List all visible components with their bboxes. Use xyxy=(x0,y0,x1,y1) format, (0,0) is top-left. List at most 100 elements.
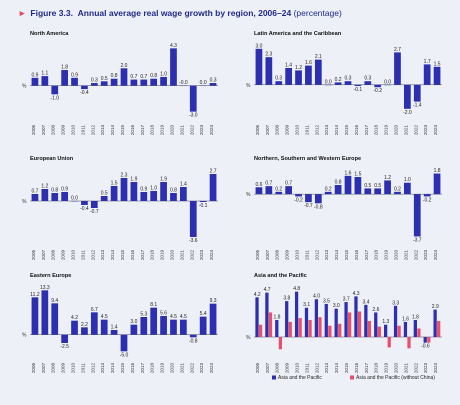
year-tick-label: 2013 xyxy=(100,362,105,373)
bar-value-label: -2.0 xyxy=(403,110,412,116)
bar-value-label: 9.3 xyxy=(210,298,217,304)
bar-value-label: -3.0 xyxy=(189,113,198,119)
bar xyxy=(100,319,108,335)
bar-value-label: 0.8 xyxy=(335,180,342,186)
bar xyxy=(31,77,39,86)
year-tick-label: 2016 xyxy=(354,249,359,260)
year-tick-label: 2016 xyxy=(130,124,135,135)
bar-value-label: 2.3 xyxy=(121,173,128,179)
year-tick-label: 2010 xyxy=(295,362,300,373)
bar-value-label: 1.0 xyxy=(150,186,157,192)
year-tick-label: 2021 xyxy=(403,124,408,135)
bar xyxy=(305,194,312,203)
year-tick-label: 2016 xyxy=(354,124,359,135)
bar xyxy=(150,78,158,86)
year-tick-label: 2007 xyxy=(265,249,270,260)
year-tick-label: 2020 xyxy=(169,249,174,260)
bar-value-label: -0.6 xyxy=(421,344,430,350)
year-tick-label: 2008 xyxy=(51,249,56,260)
bar xyxy=(364,304,368,337)
bar xyxy=(209,303,217,335)
legend-swatch xyxy=(350,375,354,380)
bar xyxy=(374,312,378,337)
year-tick-label: 2009 xyxy=(285,362,290,373)
bar-value-label: 0.3 xyxy=(210,78,217,84)
year-tick-label: 2017 xyxy=(364,362,369,373)
bar-value-label: 1.6 xyxy=(305,60,312,66)
year-tick-label: 2018 xyxy=(150,124,155,135)
bar xyxy=(384,324,388,337)
year-tick-label: 2009 xyxy=(61,124,66,135)
bar xyxy=(209,83,217,86)
bar xyxy=(61,192,68,201)
year-tick-label: 2012 xyxy=(314,362,319,373)
bar-value-label: 1.2 xyxy=(295,65,302,71)
year-tick-label: 2020 xyxy=(169,124,174,135)
bar xyxy=(51,303,59,335)
year-tick-label: 2022 xyxy=(413,124,418,135)
bar-secondary xyxy=(328,325,332,337)
bar xyxy=(295,194,302,197)
y-unit-label: % xyxy=(22,84,27,90)
year-tick-label: 2019 xyxy=(160,362,165,373)
bar-value-label: 0.7 xyxy=(265,181,272,187)
bar xyxy=(423,64,431,85)
bar xyxy=(41,76,49,86)
bar-value-label: 3.5 xyxy=(323,298,330,304)
bar xyxy=(160,182,167,201)
bar-secondary xyxy=(407,337,411,349)
bar-value-label: 2.9 xyxy=(432,304,439,310)
bar-value-label: 3.0 xyxy=(255,43,262,49)
year-tick-label: 2016 xyxy=(354,362,359,373)
bar xyxy=(413,194,421,237)
bar-secondary xyxy=(298,318,302,337)
bar xyxy=(433,309,437,337)
bar-value-label: -0.8 xyxy=(189,338,198,344)
bar-secondary xyxy=(338,323,342,337)
bar-value-label: 0.8 xyxy=(111,73,118,79)
bar-secondary xyxy=(258,324,263,337)
bar-value-label: 4.7 xyxy=(264,287,271,293)
year-tick-label: 2023 xyxy=(199,124,204,135)
bar-value-label: 0.9 xyxy=(31,72,38,78)
bar xyxy=(81,85,88,90)
year-tick-label: 2018 xyxy=(374,362,379,373)
year-tick-label: 2008 xyxy=(275,362,280,373)
bar-value-label: 6.7 xyxy=(91,307,98,313)
bar-value-label: 5.4 xyxy=(200,311,207,317)
bar xyxy=(324,191,332,195)
bar xyxy=(61,334,68,343)
bar-secondary xyxy=(377,326,381,337)
bar xyxy=(294,291,299,337)
bar xyxy=(344,81,352,85)
bar xyxy=(394,191,401,195)
bar-value-label: 0.8 xyxy=(150,73,157,79)
year-tick-label: 2014 xyxy=(110,362,115,373)
bar-value-label: 9.4 xyxy=(51,298,58,304)
bar xyxy=(100,196,108,201)
bar-value-label: 0.6 xyxy=(255,182,262,188)
year-tick-label: 2012 xyxy=(314,249,319,260)
year-tick-label: 2014 xyxy=(110,249,115,260)
bar-value-label: 2.2 xyxy=(81,322,88,328)
year-tick-label: 2022 xyxy=(189,124,194,135)
bar-value-label: 0.9 xyxy=(140,187,147,193)
year-tick-label: 2012 xyxy=(90,124,95,135)
bar-value-label: 4.2 xyxy=(254,292,261,298)
figure-number: Figure 3.3. xyxy=(30,8,73,18)
year-tick-label: 2019 xyxy=(384,124,389,135)
bar xyxy=(51,193,59,201)
year-tick-label: 2009 xyxy=(285,249,290,260)
bar-secondary xyxy=(278,337,282,350)
year-tick-label: 2014 xyxy=(334,249,339,260)
bar-value-label: 4.3 xyxy=(353,291,360,297)
bar-value-label: 11.2 xyxy=(30,292,40,298)
bar xyxy=(334,185,342,195)
panel-title: Eastern Europe xyxy=(30,273,71,279)
bar-secondary xyxy=(367,320,372,337)
legend-entry: Asia and the Pacific (without China) xyxy=(356,375,435,381)
bar-value-label: 0.8 xyxy=(51,188,58,194)
year-tick-label: 2017 xyxy=(140,124,145,135)
bar xyxy=(404,182,411,195)
bar xyxy=(404,84,411,109)
